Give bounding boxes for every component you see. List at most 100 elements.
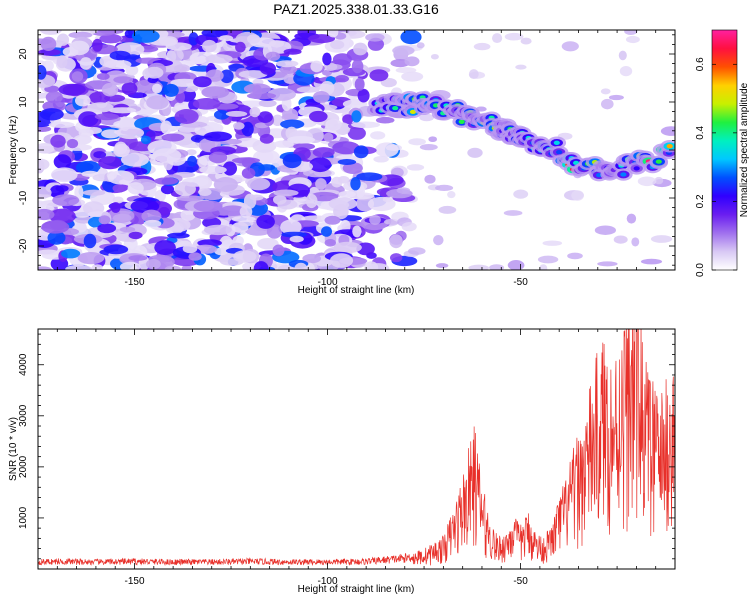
heatmap-cell bbox=[507, 260, 525, 270]
heatmap-cell bbox=[231, 216, 256, 223]
heatmap-cell bbox=[68, 31, 93, 39]
heatmap-cell bbox=[41, 220, 70, 234]
heatmap-cell bbox=[287, 136, 316, 144]
heatmap-cell bbox=[58, 83, 86, 96]
heatmap-cell bbox=[330, 40, 345, 50]
heatmap-cell bbox=[313, 91, 330, 103]
heatmap-cell bbox=[231, 157, 261, 164]
heatmap-cell bbox=[82, 189, 106, 196]
heatmap-cell bbox=[571, 190, 584, 201]
heatmap-cell bbox=[280, 119, 305, 129]
heatmap-cell bbox=[107, 170, 135, 185]
heatmap-cell bbox=[119, 226, 136, 233]
heatmap-cell bbox=[633, 166, 640, 171]
heatmap-cell bbox=[273, 140, 294, 148]
heatmap-cell bbox=[268, 40, 285, 48]
colorbar-frame bbox=[711, 29, 738, 271]
heatmap-cell bbox=[259, 62, 276, 75]
heatmap-cell bbox=[249, 106, 261, 118]
heatmap-cell bbox=[176, 195, 205, 202]
heatmap-cell bbox=[406, 164, 425, 171]
heatmap-cell bbox=[328, 197, 358, 211]
heatmap-cell bbox=[39, 30, 62, 35]
heatmap-cell bbox=[364, 261, 379, 270]
heatmap-cell bbox=[258, 99, 277, 108]
heatmap-cell bbox=[233, 122, 245, 130]
heatmap-cell bbox=[351, 121, 381, 129]
heatmap-cell bbox=[618, 50, 627, 61]
heatmap-cell bbox=[174, 181, 196, 197]
heatmap-cell bbox=[258, 164, 276, 171]
heatmap-cell bbox=[408, 247, 426, 255]
heatmap-cell bbox=[160, 120, 172, 135]
heatmap-cell bbox=[273, 189, 299, 197]
heatmap-cell bbox=[38, 158, 50, 171]
snr-ytick-label: 4000 bbox=[18, 353, 29, 376]
heatmap-cell bbox=[419, 143, 438, 151]
heatmap-cell bbox=[174, 101, 193, 112]
heatmap-cell bbox=[40, 36, 57, 52]
heatmap-cell bbox=[56, 55, 68, 69]
heatmap-cell bbox=[249, 194, 264, 201]
spectrogram-ytick-label: -10 bbox=[18, 190, 29, 205]
heatmap-cell bbox=[38, 186, 52, 199]
spectrogram-ytick-label: -20 bbox=[18, 238, 29, 253]
heatmap-cell bbox=[438, 205, 457, 214]
heatmap-cell bbox=[219, 205, 247, 216]
heatmap-cell bbox=[289, 235, 304, 243]
heatmap-cell bbox=[468, 69, 479, 80]
heatmap-cell bbox=[193, 76, 212, 88]
heatmap-cell bbox=[309, 157, 332, 173]
heatmap-cell bbox=[626, 213, 637, 224]
heatmap-cell bbox=[322, 52, 332, 66]
heatmap-cell bbox=[79, 57, 93, 70]
heatmap-cell bbox=[116, 126, 145, 140]
heatmap-cell bbox=[252, 84, 263, 100]
heatmap-cell bbox=[625, 35, 640, 44]
heatmap-cell bbox=[265, 51, 281, 61]
heatmap-cell bbox=[556, 149, 563, 155]
chart-title: PAZ1.2025.338.01.33.G16 bbox=[273, 1, 439, 17]
spectrogram-heatmap bbox=[38, 30, 675, 270]
snr-xtick-label: -100 bbox=[318, 576, 338, 587]
heatmap-cell bbox=[282, 153, 302, 169]
heatmap-cell bbox=[640, 258, 663, 265]
heatmap-cell bbox=[601, 98, 614, 110]
heatmap-cell bbox=[305, 193, 318, 209]
heatmap-cell bbox=[504, 32, 524, 41]
heatmap-cell bbox=[351, 110, 362, 123]
heatmap-cell bbox=[219, 35, 234, 42]
colorbar: 0.0 0.2 0.4 0.6 Normalized spectral amplitu… bbox=[695, 29, 750, 277]
heatmap-cell bbox=[353, 145, 369, 159]
heatmap-cell bbox=[392, 105, 399, 111]
heatmap-cell bbox=[323, 132, 334, 142]
snr-panel: -150 -100 -50 1000 2000 3000 4000 Height of st… bbox=[8, 328, 676, 595]
heatmap-cell bbox=[620, 172, 627, 177]
heatmap-cell bbox=[75, 160, 101, 174]
snr-xtick-label: -150 bbox=[125, 576, 145, 587]
heatmap-cell bbox=[404, 56, 420, 67]
heatmap-cell bbox=[154, 177, 179, 185]
colorbar-tick-label: 0.2 bbox=[695, 194, 706, 208]
heatmap-cell bbox=[354, 77, 365, 91]
heatmap-cell bbox=[489, 264, 505, 270]
heatmap-cell bbox=[71, 71, 84, 82]
heatmap-cell bbox=[101, 129, 121, 139]
heatmap-cell bbox=[357, 88, 370, 103]
heatmap-cell bbox=[567, 252, 583, 260]
heatmap-cell bbox=[315, 178, 327, 190]
heatmap-cell bbox=[435, 184, 454, 192]
heatmap-cell bbox=[337, 159, 357, 165]
heatmap-cell bbox=[375, 116, 395, 124]
heatmap-cell bbox=[146, 95, 169, 110]
heatmap-cell bbox=[241, 121, 254, 137]
heatmap-cell bbox=[66, 138, 79, 149]
heatmap-cell bbox=[520, 37, 532, 45]
heatmap-cell bbox=[281, 231, 307, 238]
heatmap-cell bbox=[146, 259, 161, 270]
heatmap-cell bbox=[99, 33, 122, 44]
heatmap-cell bbox=[266, 224, 282, 239]
heatmap-cell bbox=[219, 69, 234, 84]
heatmap-cell bbox=[467, 147, 483, 158]
heatmap-cell bbox=[174, 109, 199, 124]
